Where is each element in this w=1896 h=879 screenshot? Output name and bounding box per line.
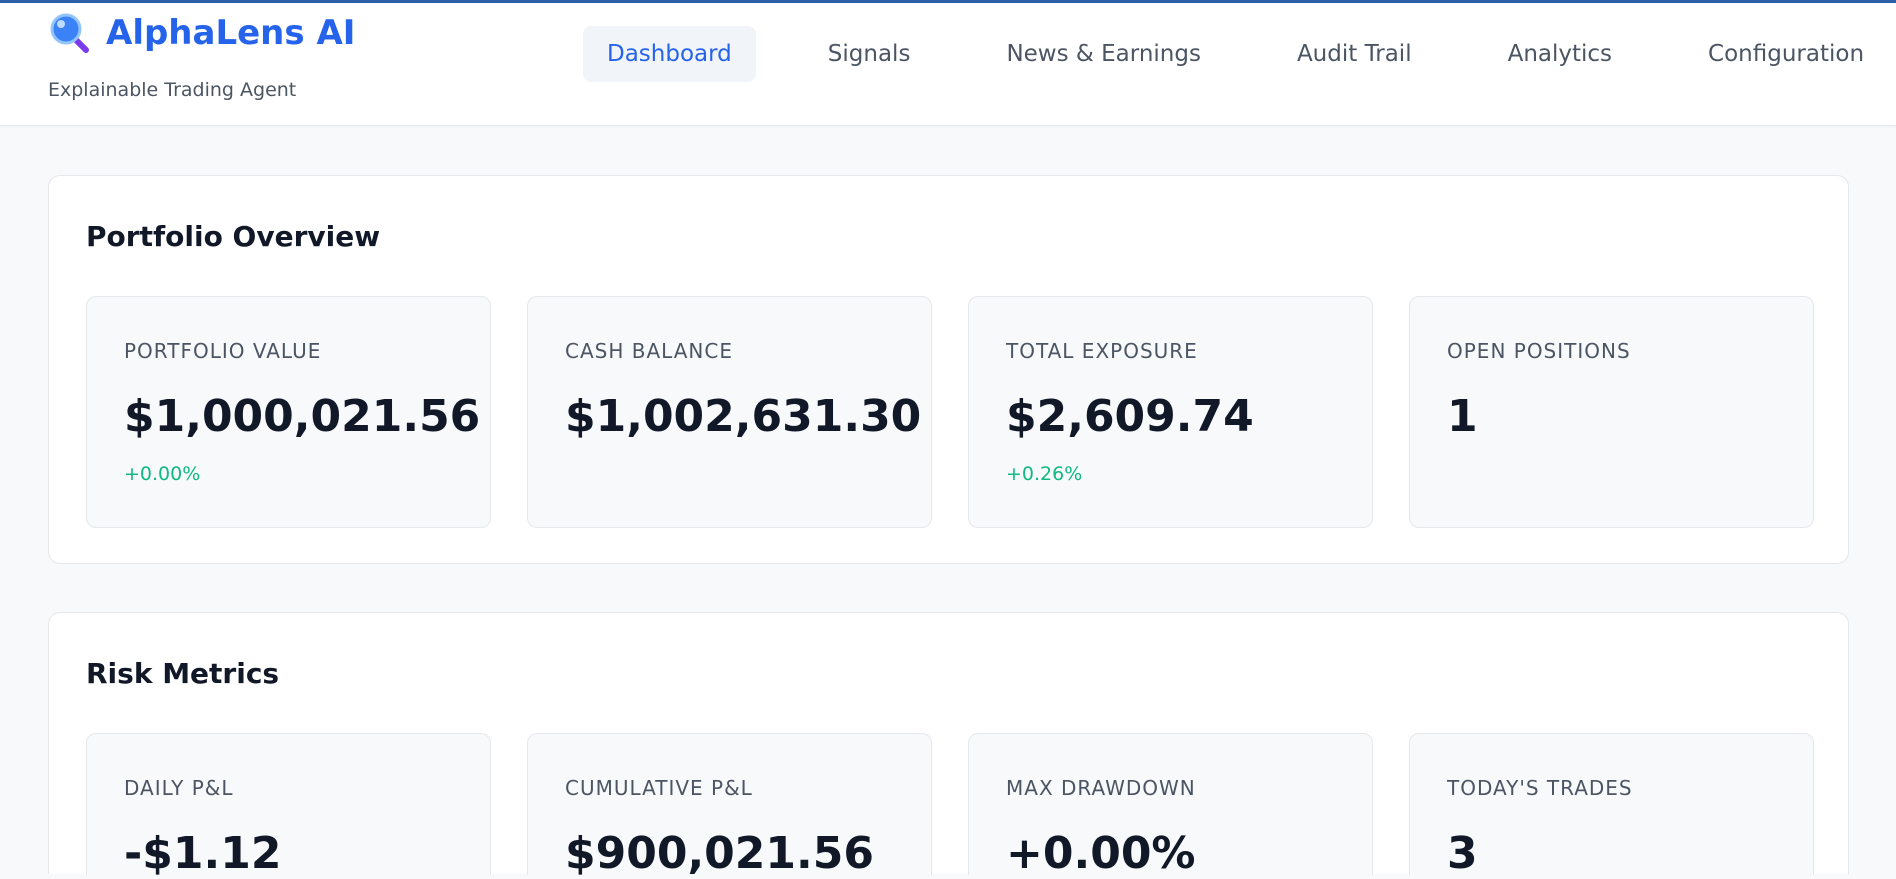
metric-value: $1,000,021.56 [124,391,481,442]
nav-tab-analytics[interactable]: Analytics [1507,41,1613,67]
metric-label: OPEN POSITIONS [1447,339,1631,363]
metric-cumulative-pnl: CUMULATIVE P&L $900,021.56 [527,733,932,879]
metric-value: $2,609.74 [1006,391,1254,442]
metric-value: 1 [1447,391,1478,442]
nav-tab-configuration[interactable]: Configuration [1708,41,1865,67]
metric-label: DAILY P&L [124,776,234,800]
top-bar: AlphaLens AI Explainable Trading Agent D… [0,0,1896,126]
portfolio-overview-card: Portfolio Overview PORTFOLIO VALUE $1,00… [48,175,1849,564]
metric-label: MAX DRAWDOWN [1006,776,1196,800]
metric-label: TODAY'S TRADES [1447,776,1633,800]
metric-max-drawdown: MAX DRAWDOWN +0.00% [968,733,1373,879]
metric-portfolio-value: PORTFOLIO VALUE $1,000,021.56 +0.00% [86,296,491,528]
metric-value: $900,021.56 [565,828,874,879]
metric-open-positions: OPEN POSITIONS 1 [1409,296,1814,528]
portfolio-overview-title: Portfolio Overview [86,220,381,253]
risk-metrics-card: Risk Metrics DAILY P&L -$1.12 CUMULATIVE… [48,612,1849,879]
app-title[interactable]: AlphaLens AI [106,13,356,53]
metric-value: +0.00% [1006,828,1196,879]
nav-tab-dashboard[interactable]: Dashboard [583,26,756,82]
metric-value: 3 [1447,828,1478,879]
nav-tab-signals[interactable]: Signals [827,41,911,67]
metric-label: CUMULATIVE P&L [565,776,753,800]
magnifier-icon [50,13,89,53]
metric-label: TOTAL EXPOSURE [1006,339,1198,363]
metric-value: $1,002,631.30 [565,391,922,442]
metric-value: -$1.12 [124,828,282,879]
metric-label: CASH BALANCE [565,339,733,363]
metric-daily-pnl: DAILY P&L -$1.12 [86,733,491,879]
metric-total-exposure: TOTAL EXPOSURE $2,609.74 +0.26% [968,296,1373,528]
nav-tab-audit-trail[interactable]: Audit Trail [1296,41,1412,67]
nav-tab-news-earnings[interactable]: News & Earnings [1006,41,1201,67]
metric-change: +0.26% [1006,463,1083,485]
metric-label: PORTFOLIO VALUE [124,339,322,363]
metric-todays-trades: TODAY'S TRADES 3 [1409,733,1814,879]
main-nav: Dashboard Signals News & Earnings Audit … [583,26,1888,82]
app-subtitle: Explainable Trading Agent [48,79,297,101]
metric-cash-balance: CASH BALANCE $1,002,631.30 [527,296,932,528]
metric-change: +0.00% [124,463,201,485]
brand: AlphaLens AI Explainable Trading Agent [48,11,355,101]
risk-metrics-title: Risk Metrics [86,657,280,690]
